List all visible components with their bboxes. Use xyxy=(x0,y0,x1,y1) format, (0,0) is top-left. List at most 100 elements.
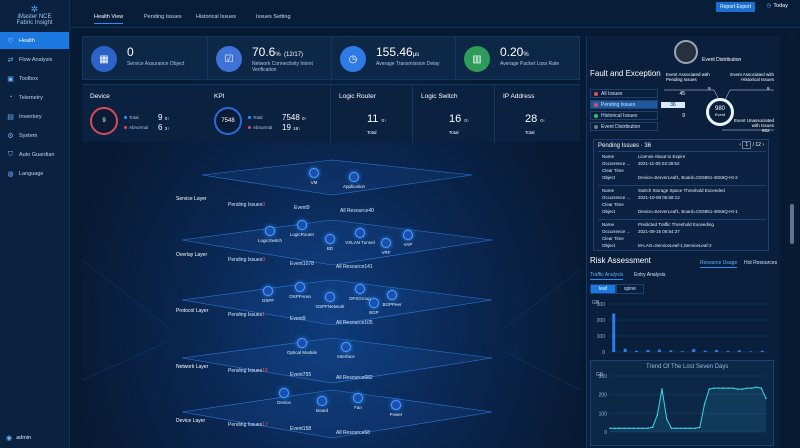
event-link[interactable]: Event9 xyxy=(290,316,306,322)
tab-health-view[interactable]: Health View xyxy=(94,14,124,24)
resource-link[interactable]: All Resource105 xyxy=(336,320,373,326)
trend-point xyxy=(746,387,748,389)
node-interface[interactable]: Interface xyxy=(326,342,366,359)
issue-item[interactable]: Name Predicted Traffic Threshold Exceedin… xyxy=(598,219,766,253)
event-link[interactable]: Event158 xyxy=(290,426,312,432)
pending-issues-link[interactable]: Pending Issues0 xyxy=(228,202,265,208)
dfsgroup-icon xyxy=(355,284,365,294)
kpi-connectivity[interactable]: ☑ 70.6% (12/17) Network Connectivity Int… xyxy=(207,37,331,81)
tab-resource-usage[interactable]: Resource Usage xyxy=(700,260,738,268)
kpi-packet-loss[interactable]: ▥ 0.20% Average Packet Loss Rate xyxy=(455,37,579,81)
filter-event-distribution[interactable]: Event Distribution xyxy=(590,122,658,131)
resource-link[interactable]: All Resource682 xyxy=(336,375,373,381)
stat-value: 28 xyxy=(525,113,538,125)
bar xyxy=(623,348,627,352)
page-input[interactable]: 1 xyxy=(742,141,752,149)
kpi-service-assurance[interactable]: ▦ 0 Service Assurance Object xyxy=(83,37,207,81)
tab-traffic-analysis[interactable]: Traffic Analysis xyxy=(590,272,624,280)
resource-link[interactable]: All Resource40 xyxy=(340,208,374,214)
node-ospfarea[interactable]: OSPFArea xyxy=(280,282,320,299)
stat-device[interactable]: Device 9 Total Abnormal 9 0↑ 6 3↑ xyxy=(82,85,206,143)
trend-point xyxy=(694,427,696,430)
node-ospf[interactable]: OSPF xyxy=(248,286,288,303)
node-vrf[interactable]: VRF xyxy=(366,238,406,255)
legend-abnormal: Abnormal xyxy=(124,125,148,130)
today-label: Today xyxy=(773,3,788,9)
trend-point xyxy=(665,418,668,420)
node-power[interactable]: Power xyxy=(376,400,416,417)
filter-all-issues[interactable]: All Issues 45 xyxy=(590,89,685,98)
node-logicrouter[interactable]: LogicRouter xyxy=(282,220,322,237)
stat-kpi[interactable]: KPI 7548 Total Abnormal 7548 0↑ 19 18↑ xyxy=(206,85,330,143)
node-optical-module[interactable]: Optical Module xyxy=(282,338,322,355)
event-link[interactable]: Event9 xyxy=(294,205,310,211)
trend-point xyxy=(675,427,677,430)
kpi-delay[interactable]: ◷ 155.46μs Average Transmission Delay xyxy=(331,37,455,81)
node-vm[interactable]: VM xyxy=(294,168,334,185)
sidebar-item-health[interactable]: ♡ Health xyxy=(0,32,69,49)
issue-item[interactable]: Name Switch Storage Space Threshold Excee… xyxy=(598,185,766,219)
tab-issues-setting[interactable]: Issues Setting xyxy=(256,14,291,20)
node-logicswitch[interactable]: LogicSwitch xyxy=(250,226,290,243)
node-vap[interactable]: VAP xyxy=(388,230,428,247)
vrf-icon xyxy=(381,238,391,248)
sidebar-item-toolbox[interactable]: ▣ Toolbox xyxy=(0,70,69,87)
stat-ip-address[interactable]: IP Address 28 0↑ Total xyxy=(494,85,580,143)
user-menu[interactable]: ◉ admin xyxy=(6,434,31,442)
node-bgp[interactable]: BGP xyxy=(354,298,394,315)
prev-page-icon[interactable]: ‹ xyxy=(739,142,742,148)
tab-historical-issues[interactable]: Historical Issues xyxy=(196,14,237,20)
node-label: Device xyxy=(277,400,291,405)
node-board[interactable]: Board xyxy=(302,396,342,413)
resource-link[interactable]: All Resource141 xyxy=(336,264,373,270)
pending-issues-link[interactable]: Pending Issues15 xyxy=(228,368,268,374)
filter-historical-issues[interactable]: Historical Issues 9 xyxy=(590,111,685,120)
stat-logic-switch[interactable]: Logic Switch 16 0↑ Total xyxy=(412,85,494,143)
node-dfsgroup[interactable]: DFSGroup xyxy=(340,284,380,301)
stat-logic-router[interactable]: Logic Router 11 0↑ Total xyxy=(330,85,412,143)
node-label: BD xyxy=(326,246,334,251)
sidebar-item-telemetry[interactable]: ◔ Telemetry xyxy=(0,89,69,106)
shield-icon: ⛉ xyxy=(7,150,14,158)
resource-link[interactable]: All Resource58 xyxy=(336,430,370,436)
node-fan[interactable]: Fan xyxy=(338,393,378,410)
sidebar-item-inventory[interactable]: ▤ Inventory xyxy=(0,108,69,125)
field-label: Object xyxy=(602,243,616,248)
tab-pending-issues[interactable]: Pending Issues xyxy=(144,14,182,20)
vertical-scrollbar[interactable] xyxy=(788,36,796,448)
bar xyxy=(692,349,696,352)
node-application[interactable]: Application xyxy=(334,172,374,189)
y-tick-label: 0 xyxy=(602,350,605,356)
pending-issues-link[interactable]: Pending Issues17 xyxy=(228,422,268,428)
sidebar-item-system[interactable]: ⚙ System xyxy=(0,127,69,144)
pending-issues-link[interactable]: Pending Issues0 xyxy=(228,257,265,263)
field-label: Name xyxy=(602,188,615,193)
tab-entry-analysis[interactable]: Entry Analysis xyxy=(634,272,666,278)
node-vxlan-tunnel[interactable]: VXLAN Tunnel xyxy=(340,228,380,245)
report-export-button[interactable]: Report Export xyxy=(716,2,755,12)
node-device[interactable]: Device xyxy=(264,388,304,405)
bar xyxy=(646,350,650,352)
trend-point xyxy=(632,427,635,430)
legend-total: Total xyxy=(124,115,139,120)
chip-leaf[interactable]: leaf xyxy=(590,284,616,294)
scrollbar-thumb[interactable] xyxy=(790,204,794,244)
pending-issues-link[interactable]: Pending Issues1 xyxy=(228,312,265,318)
filter-pending-issues[interactable]: Pending Issues 36 xyxy=(590,100,685,109)
next-page-icon[interactable]: › xyxy=(762,142,764,148)
sidebar-item-flow-analysis[interactable]: ⇄ Flow Analysis xyxy=(0,51,69,68)
issue-occurrence: 2021-10-08 05:58:12 xyxy=(638,195,680,200)
tab-hot-resources[interactable]: Hot Resources xyxy=(744,260,778,266)
event-link[interactable]: Event1078 xyxy=(290,261,314,267)
trend-point xyxy=(680,427,682,430)
sidebar-item-language[interactable]: ◍ Language xyxy=(0,165,69,182)
node-bd[interactable]: BD xyxy=(310,234,350,251)
sidebar-item-auto-guardian[interactable]: ⛉ Auto Guardian xyxy=(0,146,69,163)
node-ospfnetwork[interactable]: OSPFNetwork xyxy=(310,292,350,309)
device-total: 9 xyxy=(158,113,163,122)
event-link[interactable]: Event755 xyxy=(290,372,312,378)
chip-spine[interactable]: spine xyxy=(616,284,644,294)
today-button[interactable]: ◷ Today xyxy=(767,3,789,9)
issue-item[interactable]: Name License About to Expire Occurrence .… xyxy=(598,151,766,185)
node-bgppeer[interactable]: BGPPeer xyxy=(372,290,412,307)
